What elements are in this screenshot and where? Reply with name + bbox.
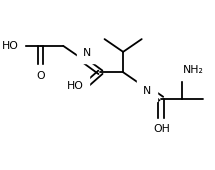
Text: NH₂: NH₂	[183, 65, 204, 75]
Text: HO: HO	[67, 81, 84, 91]
Text: O: O	[36, 71, 45, 81]
Text: N: N	[143, 86, 151, 96]
Text: OH: OH	[153, 124, 170, 134]
Text: HO: HO	[2, 41, 19, 51]
Text: N: N	[83, 48, 91, 58]
